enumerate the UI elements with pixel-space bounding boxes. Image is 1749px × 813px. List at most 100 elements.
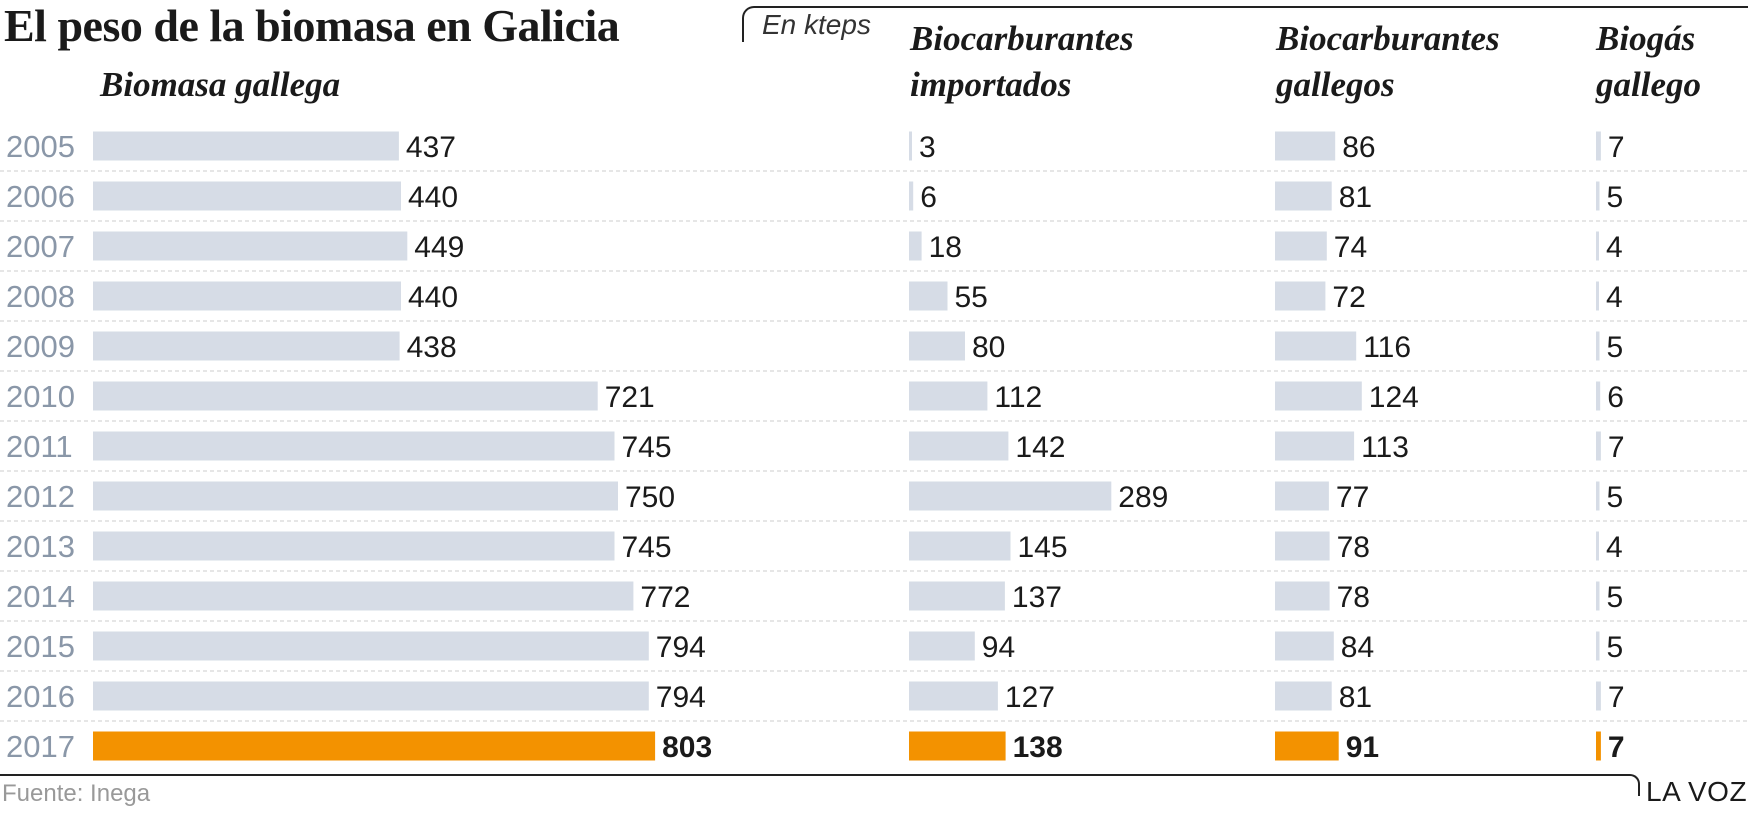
bar-biocarburantes-gallegos xyxy=(1275,381,1362,411)
value-label: 72 xyxy=(1332,281,1365,314)
value-label: 86 xyxy=(1342,131,1375,164)
bar-biocarburantes-importados xyxy=(909,431,1009,461)
value-label: 7 xyxy=(1608,131,1625,164)
year-label: 2009 xyxy=(6,329,75,364)
bar-biogas-gallego xyxy=(1596,281,1599,311)
value-label: 6 xyxy=(920,181,937,214)
year-label: 2010 xyxy=(6,379,75,414)
bar-biocarburantes-gallegos xyxy=(1275,131,1336,161)
value-label: 4 xyxy=(1606,531,1623,564)
value-label: 794 xyxy=(656,681,706,714)
bar-biogas-gallego xyxy=(1596,431,1601,461)
value-label: 138 xyxy=(1013,731,1063,764)
value-label: 5 xyxy=(1607,181,1624,214)
bar-biogas-gallego xyxy=(1596,731,1601,761)
unit-note: En kteps xyxy=(762,9,871,40)
source-note: Fuente: Inega xyxy=(2,780,151,807)
bar-biogas-gallego xyxy=(1596,631,1600,661)
bar-biomasa-gallega xyxy=(93,581,634,611)
bar-biomasa-gallega xyxy=(93,131,399,161)
value-label: 4 xyxy=(1606,281,1623,314)
year-label: 2007 xyxy=(6,229,75,264)
bar-biogas-gallego xyxy=(1596,681,1601,711)
value-label: 94 xyxy=(982,631,1015,664)
value-label: 5 xyxy=(1607,331,1624,364)
value-label: 5 xyxy=(1607,481,1624,514)
bar-biocarburantes-gallegos xyxy=(1275,681,1332,711)
bar-biocarburantes-importados xyxy=(909,131,912,161)
value-label: 5 xyxy=(1607,631,1624,664)
bar-biocarburantes-importados xyxy=(909,231,922,261)
brand-logo: LA VOZ xyxy=(1646,776,1748,807)
bar-biocarburantes-gallegos xyxy=(1275,731,1339,761)
bar-biomasa-gallega xyxy=(93,331,400,361)
value-label: 721 xyxy=(605,381,655,414)
value-label: 7 xyxy=(1608,681,1625,714)
year-label: 2013 xyxy=(6,529,75,564)
value-label: 81 xyxy=(1339,681,1372,714)
unit-frame xyxy=(742,6,1748,42)
bar-biocarburantes-gallegos xyxy=(1275,531,1330,561)
bar-biocarburantes-importados xyxy=(909,181,914,211)
bar-biocarburantes-importados xyxy=(909,331,965,361)
bar-biomasa-gallega xyxy=(93,631,649,661)
value-label: 116 xyxy=(1363,331,1411,364)
value-label: 142 xyxy=(1015,431,1065,464)
value-label: 84 xyxy=(1341,631,1374,664)
value-label: 81 xyxy=(1339,181,1372,214)
value-label: 80 xyxy=(972,331,1005,364)
value-label: 750 xyxy=(625,481,675,514)
value-label: 438 xyxy=(407,331,457,364)
column-header-biomasa-gallega: Biomasa gallega xyxy=(100,65,341,104)
bar-biomasa-gallega xyxy=(93,281,401,311)
value-label: 772 xyxy=(640,581,690,614)
column-header-biogas-gallego: Biogás gallego xyxy=(1596,19,1701,104)
year-label: 2006 xyxy=(6,179,75,214)
bar-biocarburantes-gallegos xyxy=(1275,631,1334,661)
bar-biomasa-gallega xyxy=(93,431,615,461)
value-label: 77 xyxy=(1336,481,1369,514)
bar-biomasa-gallega xyxy=(93,231,408,261)
year-label: 2017 xyxy=(6,729,75,764)
bar-biogas-gallego xyxy=(1596,181,1600,211)
value-label: 145 xyxy=(1018,531,1068,564)
value-label: 91 xyxy=(1346,731,1379,764)
year-label: 2008 xyxy=(6,279,75,314)
bar-biocarburantes-gallegos xyxy=(1275,431,1355,461)
value-label: 289 xyxy=(1118,481,1168,514)
bar-biogas-gallego xyxy=(1596,131,1601,161)
value-label: 794 xyxy=(656,631,706,664)
bar-biogas-gallego xyxy=(1596,581,1600,611)
bar-biocarburantes-importados xyxy=(909,631,975,661)
bar-biocarburantes-importados xyxy=(909,581,1005,611)
value-label: 440 xyxy=(408,181,458,214)
value-label: 127 xyxy=(1005,681,1055,714)
value-label: 124 xyxy=(1369,381,1419,414)
value-label: 437 xyxy=(406,131,456,164)
chart-title: El peso de la biomasa en Galicia xyxy=(4,0,620,51)
bar-biomasa-gallega xyxy=(93,731,656,761)
value-label: 803 xyxy=(662,731,712,764)
value-label: 745 xyxy=(622,531,672,564)
bar-biocarburantes-importados xyxy=(909,481,1112,511)
value-label: 78 xyxy=(1337,531,1370,564)
year-label: 2016 xyxy=(6,679,75,714)
year-label: 2012 xyxy=(6,479,75,514)
value-label: 7 xyxy=(1608,431,1625,464)
bar-biogas-gallego xyxy=(1596,481,1600,511)
value-label: 7 xyxy=(1608,731,1625,764)
bar-biomasa-gallega xyxy=(93,381,598,411)
bar-biocarburantes-importados xyxy=(909,381,988,411)
bar-biomasa-gallega xyxy=(93,531,615,561)
value-label: 112 xyxy=(994,381,1042,414)
bar-biocarburantes-importados xyxy=(909,531,1011,561)
value-label: 440 xyxy=(408,281,458,314)
bar-biogas-gallego xyxy=(1596,531,1599,561)
value-label: 5 xyxy=(1607,581,1624,614)
bar-biocarburantes-gallegos xyxy=(1275,581,1330,611)
value-label: 6 xyxy=(1607,381,1624,414)
value-label: 18 xyxy=(929,231,962,264)
bar-biocarburantes-gallegos xyxy=(1275,231,1327,261)
bar-biocarburantes-importados xyxy=(909,731,1006,761)
footer-rule xyxy=(0,774,1640,796)
